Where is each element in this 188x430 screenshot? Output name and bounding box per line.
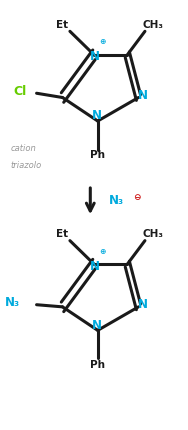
- Text: cation: cation: [11, 144, 36, 153]
- Text: Ph: Ph: [90, 150, 105, 160]
- Text: Cl: Cl: [13, 85, 27, 98]
- Text: N: N: [138, 298, 148, 311]
- Text: CH₃: CH₃: [143, 229, 164, 239]
- Text: N: N: [90, 260, 100, 273]
- Text: N: N: [138, 89, 148, 102]
- Text: triazolo: triazolo: [11, 161, 42, 170]
- Text: ⊖: ⊖: [133, 193, 140, 202]
- Text: N: N: [90, 50, 100, 64]
- Text: N₃: N₃: [5, 296, 20, 309]
- Text: N: N: [92, 109, 102, 123]
- Text: CH₃: CH₃: [143, 20, 164, 30]
- Text: ⊕: ⊕: [99, 247, 105, 256]
- Text: Et: Et: [56, 229, 69, 239]
- Text: N₃: N₃: [109, 194, 124, 206]
- Text: Ph: Ph: [90, 360, 105, 370]
- Text: N: N: [92, 319, 102, 332]
- Text: ⊕: ⊕: [99, 37, 105, 46]
- Text: Et: Et: [56, 20, 69, 30]
